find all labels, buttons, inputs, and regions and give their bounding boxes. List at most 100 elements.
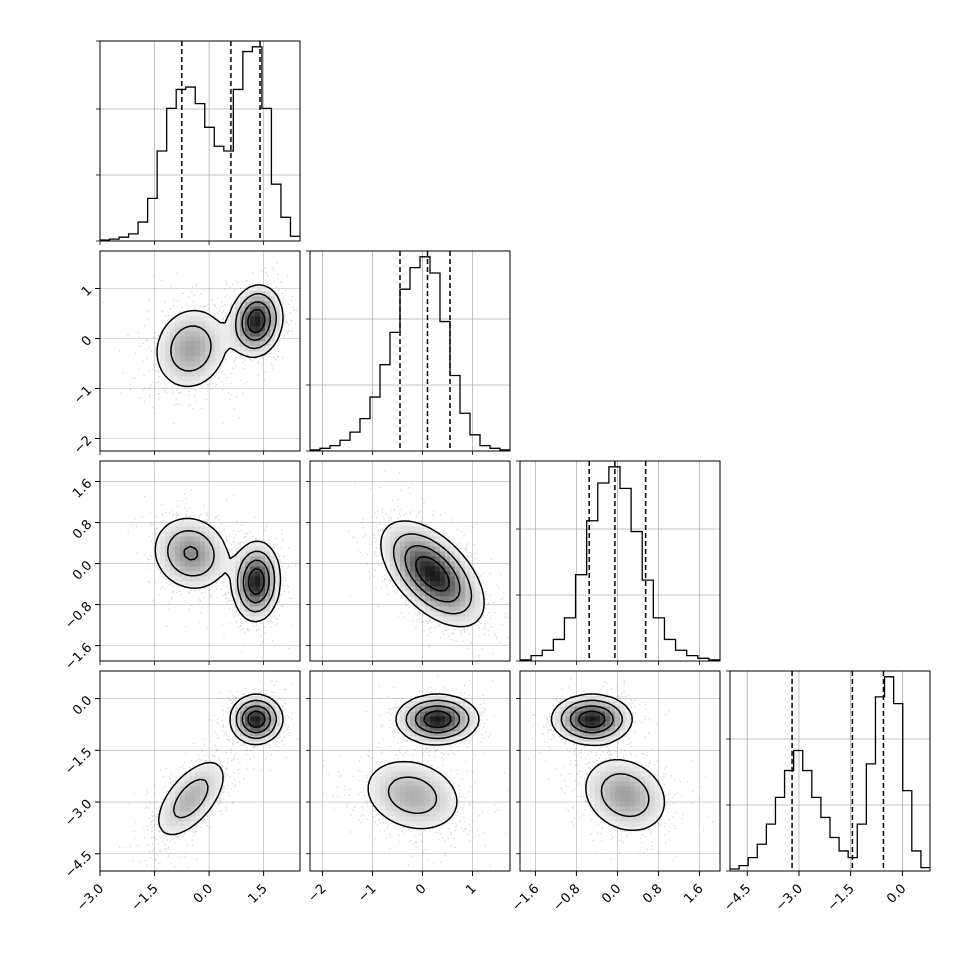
density-cell — [415, 566, 421, 572]
density-cell — [185, 801, 191, 807]
density-cell — [205, 326, 211, 332]
density-cell — [415, 781, 421, 787]
density-cell — [465, 581, 471, 587]
density-cell — [195, 351, 201, 357]
density-cell — [475, 606, 481, 612]
density-cell — [200, 521, 206, 527]
density-cell — [415, 561, 421, 567]
density-cell — [265, 596, 271, 602]
density-cell — [245, 336, 251, 342]
density-cell — [385, 556, 391, 562]
density-cell — [180, 816, 186, 822]
density-cell — [380, 801, 386, 807]
density-cell — [385, 806, 391, 812]
density-cell — [185, 581, 191, 587]
density-cell — [590, 726, 596, 732]
density-cell — [625, 826, 631, 832]
density-cell — [395, 531, 401, 537]
density-cell — [265, 556, 271, 562]
density-cell — [435, 571, 441, 577]
density-cell — [165, 796, 171, 802]
density-cell — [180, 821, 186, 827]
density-cell — [270, 306, 276, 312]
density-cell — [175, 526, 181, 532]
density-cell — [430, 561, 436, 567]
density-cell — [215, 566, 221, 572]
density-cell — [445, 806, 451, 812]
density-cell — [395, 526, 401, 532]
density-cell — [405, 791, 411, 797]
density-cell — [610, 711, 616, 717]
density-cell — [430, 606, 436, 612]
density-cell — [180, 531, 186, 537]
density-cell — [420, 571, 426, 577]
density-cell — [220, 551, 226, 557]
density-cell — [410, 771, 416, 777]
density-cell — [650, 801, 656, 807]
density-cell — [455, 551, 461, 557]
density-cell — [165, 356, 171, 362]
density-cell — [410, 801, 416, 807]
density-cell — [195, 321, 201, 327]
density-cell — [635, 806, 641, 812]
density-cell — [595, 706, 601, 712]
density-cell — [255, 346, 261, 352]
density-cell — [435, 706, 441, 712]
density-cell — [215, 546, 221, 552]
density-cell — [190, 806, 196, 812]
density-cell — [205, 771, 211, 777]
density-cell — [470, 591, 476, 597]
density-cell — [170, 321, 176, 327]
density-cell — [445, 541, 451, 547]
density-cell — [275, 721, 281, 727]
density-cell — [415, 571, 421, 577]
density-cell — [175, 546, 181, 552]
density-cell — [180, 551, 186, 557]
density-cell — [215, 781, 221, 787]
density-cell — [420, 541, 426, 547]
density-cell — [180, 541, 186, 547]
density-cell — [245, 611, 251, 617]
density-cell — [425, 811, 431, 817]
density-cell — [260, 706, 266, 712]
density-cell — [420, 786, 426, 792]
density-cell — [425, 596, 431, 602]
density-cell — [245, 551, 251, 557]
density-cell — [185, 526, 191, 532]
density-cell — [190, 821, 196, 827]
density-cell — [640, 771, 646, 777]
density-cell — [210, 801, 216, 807]
density-cell — [470, 716, 476, 722]
density-cell — [390, 561, 396, 567]
x-tick-label: −2 — [305, 881, 329, 905]
density-cell — [380, 781, 386, 787]
density-cell — [255, 701, 261, 707]
density-cell — [200, 766, 206, 772]
density-cell — [420, 781, 426, 787]
density-cell — [395, 561, 401, 567]
density-cell — [595, 711, 601, 717]
density-cell — [615, 721, 621, 727]
density-cell — [435, 536, 441, 542]
panel-frame — [729, 670, 931, 872]
density-cell — [230, 566, 236, 572]
density-cell — [600, 791, 606, 797]
density-cell — [565, 731, 571, 737]
density-cell — [625, 776, 631, 782]
density-cell — [200, 806, 206, 812]
density-cell — [460, 721, 466, 727]
density-cell — [210, 771, 216, 777]
density-cell — [270, 336, 276, 342]
density-cell — [175, 336, 181, 342]
density-cell — [425, 801, 431, 807]
density-cell — [415, 816, 421, 822]
density-cell — [450, 711, 456, 717]
density-cell — [450, 791, 456, 797]
density-cell — [190, 811, 196, 817]
density-cell — [380, 791, 386, 797]
density-cell — [265, 736, 271, 742]
density-cell — [415, 526, 421, 532]
density-cell — [215, 326, 221, 332]
density-cell — [200, 526, 206, 532]
density-cell — [445, 616, 451, 622]
